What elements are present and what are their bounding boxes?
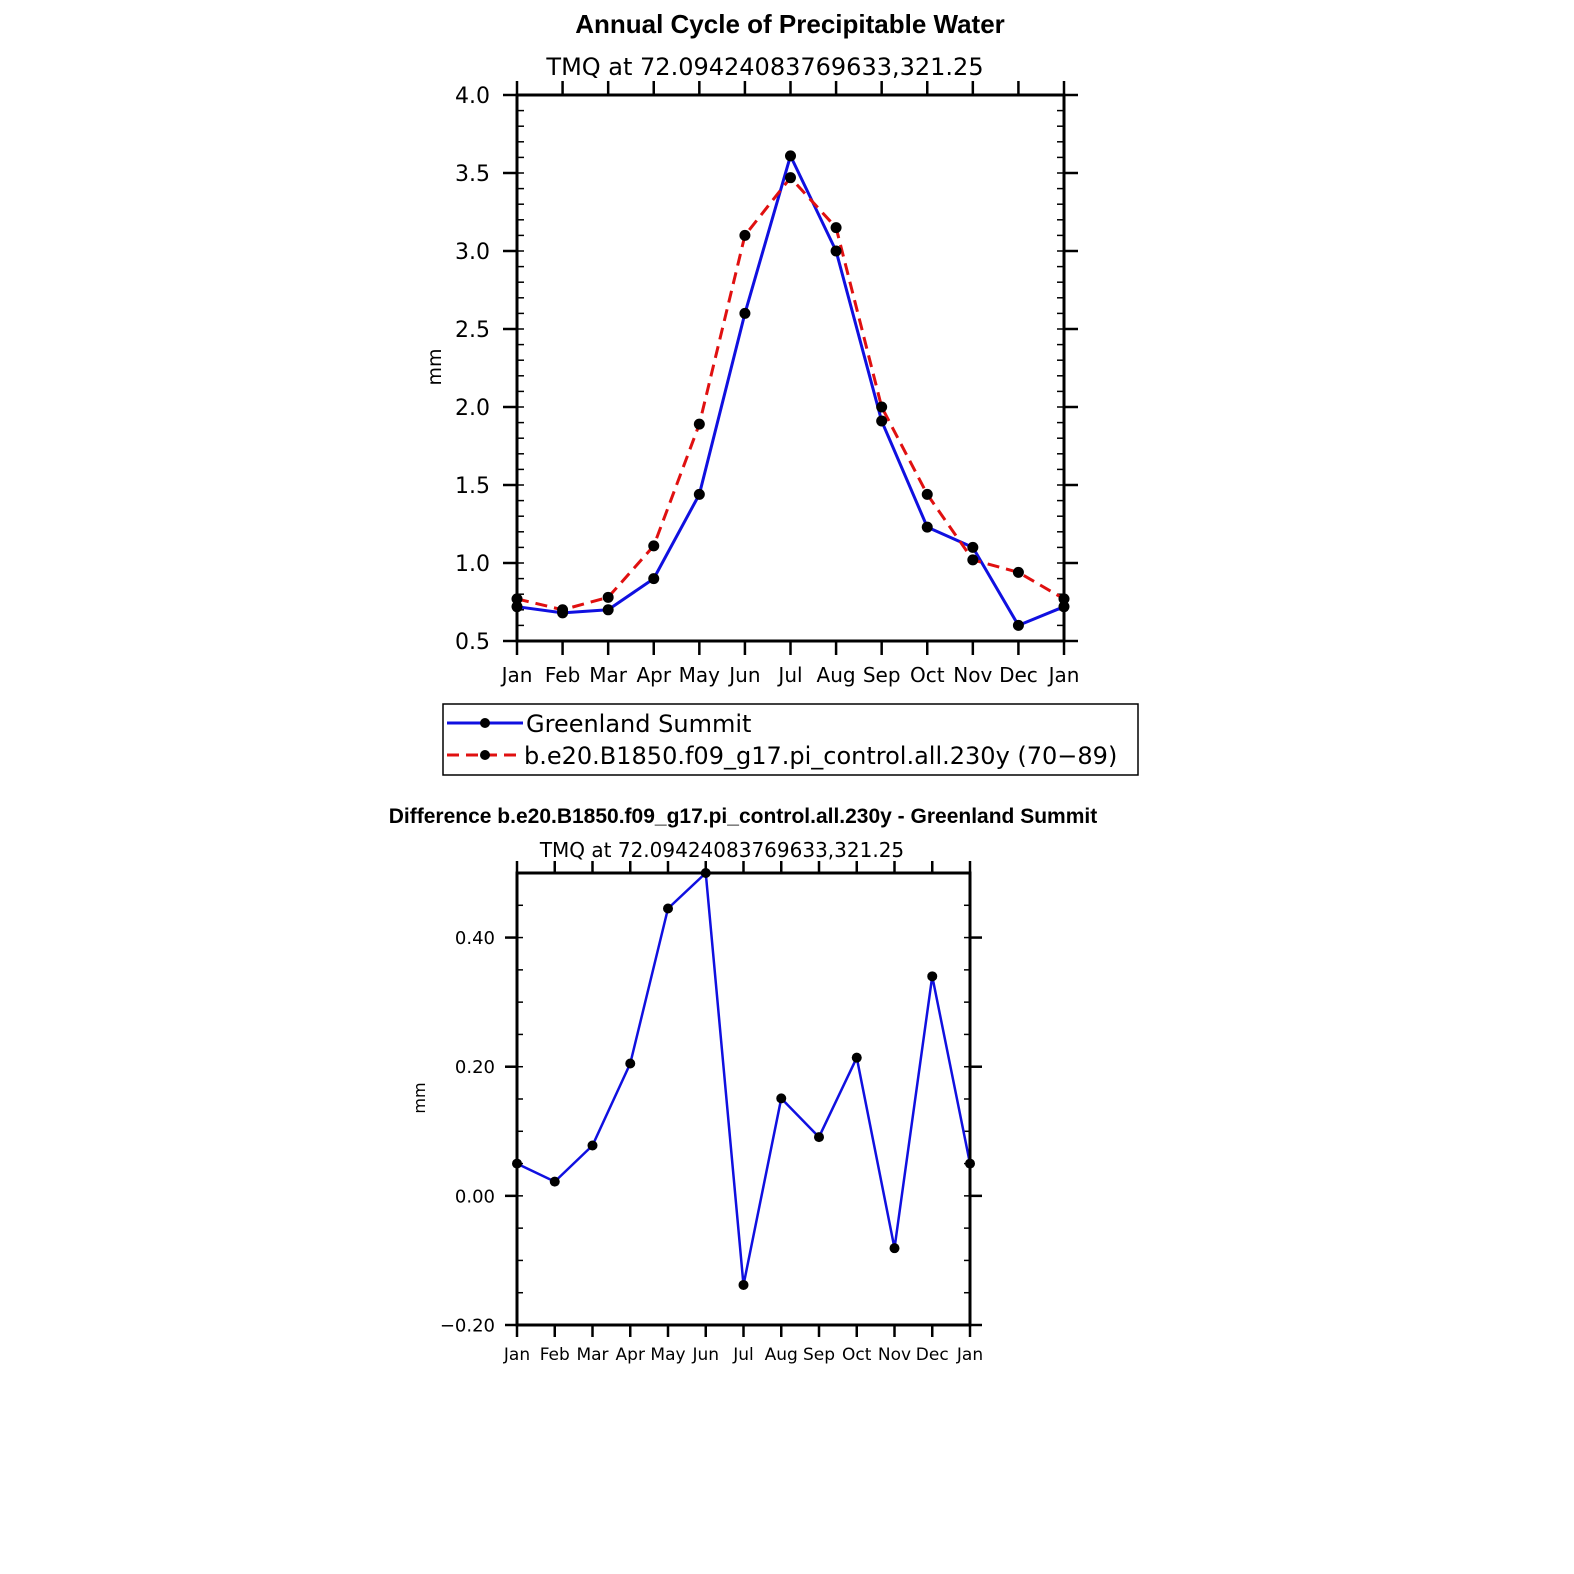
x-tick-label: Jul: [732, 1345, 754, 1365]
y-tick-label: 0.5: [455, 630, 490, 655]
data-point: [663, 903, 673, 914]
data-point: [557, 604, 569, 616]
x-tick-label: May: [650, 1345, 685, 1365]
data-point: [889, 1243, 900, 1254]
axes: Jan Feb Mar Apr May Jun Jul Aug Sep Oct Nov Dec Jan−…: [440, 861, 983, 1365]
x-tick-label: Aug: [817, 663, 856, 687]
x-tick-label: Jun: [727, 663, 760, 687]
data-point: [549, 1176, 560, 1187]
difference-chart: Difference b.e20.B1850.f09_g17.pi_contro…: [389, 805, 1097, 1365]
x-tick-label: Mar: [589, 663, 628, 687]
data-point: [693, 418, 705, 430]
data-point: [967, 554, 979, 566]
y-tick-label: −0.20: [440, 1315, 495, 1336]
x-tick-label: Jan: [1047, 663, 1080, 687]
annual-cycle-chart: Annual Cycle of Precipitable Water TMQ a…: [424, 9, 1079, 687]
y-tick-label: 3.5: [455, 162, 490, 187]
data-point: [739, 307, 751, 319]
x-tick-label: Oct: [842, 1345, 872, 1365]
data-point: [648, 573, 660, 585]
x-tick-label: Dec: [916, 1345, 949, 1365]
data-point: [602, 604, 614, 616]
data-point: [876, 401, 888, 413]
x-tick-label: Aug: [765, 1345, 798, 1365]
series-line: [516, 871, 972, 1287]
data-point: [739, 229, 751, 241]
x-tick-label: Nov: [878, 1345, 911, 1365]
data-point: [738, 1279, 749, 1290]
x-tick-label: Mar: [576, 1345, 608, 1365]
data-point: [693, 488, 705, 500]
legend-label-greenland: Greenland Summit: [526, 710, 751, 738]
data-point: [876, 415, 888, 427]
legend: Greenland Summit b.e20.B1850.f09_g17.pi_…: [442, 703, 1139, 776]
data-point: [625, 1058, 636, 1069]
data-point: [967, 541, 979, 553]
y-tick-label: 1.5: [455, 474, 490, 499]
x-tick-label: Feb: [540, 1345, 570, 1365]
series-group: [512, 868, 975, 1290]
x-tick-label: Jul: [776, 663, 802, 687]
x-tick-label: Dec: [999, 663, 1038, 687]
chart-subtitle: TMQ at 72.09424083769633,321.25: [545, 53, 983, 81]
chart-subtitle: TMQ at 72.09424083769633,321.25: [539, 838, 904, 862]
x-tick-label: Jun: [691, 1345, 719, 1365]
plot-frame: [515, 871, 972, 1327]
y-tick-label: 2.5: [455, 318, 490, 343]
data-point: [1012, 619, 1024, 631]
legend-label-model: b.e20.B1850.f09_g17.pi_control.all.230y …: [524, 742, 1117, 770]
x-tick-label: Sep: [863, 663, 901, 687]
x-tick-label: May: [679, 663, 721, 687]
y-tick-label: 3.0: [455, 240, 490, 265]
data-point: [602, 591, 614, 603]
y-tick-label: 1.0: [455, 552, 490, 577]
x-tick-label: Feb: [545, 663, 580, 687]
axes: Jan Feb Mar Apr May Jun Jul Aug Sep Oct Nov Dec Jan 0…: [455, 81, 1079, 687]
x-tick-label: Sep: [803, 1345, 835, 1365]
x-tick-label: Jan: [503, 1345, 530, 1365]
data-point: [785, 150, 796, 162]
data-point: [1012, 566, 1024, 578]
series-group: [511, 150, 1070, 631]
y-axis-label: mm: [410, 1082, 429, 1113]
y-tick-label: 0.00: [455, 1186, 495, 1207]
data-point: [921, 521, 933, 533]
legend-marker-greenland: [480, 718, 490, 728]
legend-box: [442, 703, 1139, 776]
y-tick-label: 2.0: [455, 396, 490, 421]
data-point: [776, 1093, 787, 1104]
data-point: [785, 172, 796, 184]
x-tick-label: Oct: [910, 663, 945, 687]
legend-marker-model: [480, 750, 490, 760]
data-point: [830, 245, 842, 257]
chart-title: Annual Cycle of Precipitable Water: [575, 9, 1005, 39]
data-point: [648, 540, 660, 552]
data-point: [587, 1140, 598, 1151]
data-point: [830, 222, 842, 234]
y-tick-label: 0.20: [455, 1057, 495, 1078]
x-tick-label: Jan: [956, 1345, 983, 1365]
plot-frame: [515, 93, 1066, 643]
series-line: [516, 176, 1065, 612]
chart-title: Difference b.e20.B1850.f09_g17.pi_contro…: [389, 805, 1097, 828]
y-tick-label: 4.0: [455, 84, 490, 109]
y-axis-label: mm: [424, 348, 446, 385]
x-tick-label: Apr: [636, 663, 671, 687]
series-line: [516, 154, 1065, 627]
x-tick-label: Apr: [616, 1345, 645, 1365]
x-tick-label: Jan: [500, 663, 533, 687]
data-point: [921, 488, 933, 500]
data-point: [851, 1052, 862, 1063]
x-tick-label: Nov: [953, 663, 992, 687]
data-point: [927, 971, 938, 982]
data-point: [814, 1132, 824, 1143]
y-tick-label: 0.40: [455, 928, 495, 949]
